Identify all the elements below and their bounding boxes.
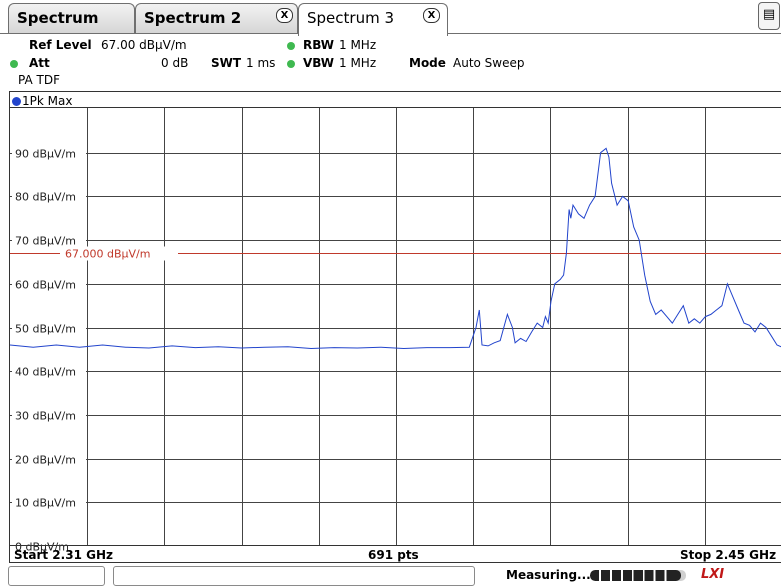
ref-level-label: Ref Level bbox=[29, 38, 92, 52]
rbw-label: RBW bbox=[303, 38, 334, 52]
trace-1-line bbox=[10, 147, 781, 350]
display-config-icon[interactable]: ▤ bbox=[758, 2, 780, 30]
stop-frequency: Stop 2.45 GHz bbox=[680, 548, 777, 562]
att-value: 0 dB bbox=[161, 56, 189, 70]
swt-label: SWT bbox=[211, 56, 242, 70]
tick-label-bg bbox=[12, 232, 86, 248]
y-tick-label: 0 dBµV/m bbox=[15, 541, 69, 554]
mode-label: Mode bbox=[409, 56, 446, 70]
tab-label: Spectrum bbox=[17, 9, 99, 27]
status-bar: Measuring... LXI bbox=[0, 565, 781, 587]
tick-label-bg bbox=[12, 363, 86, 379]
tick-label-bg bbox=[12, 145, 86, 161]
transducer-label: PA TDF bbox=[18, 73, 60, 87]
tick-label-bg bbox=[12, 407, 86, 423]
y-tick-label: 90 dBµV/m bbox=[15, 148, 76, 161]
status-field-message bbox=[113, 566, 475, 586]
sweep-progress-bar bbox=[590, 570, 686, 581]
ref-level-value: 67.00 dBµV/m bbox=[101, 38, 187, 52]
y-tick-label: 30 dBµV/m bbox=[15, 410, 76, 423]
tab-label: Spectrum 2 bbox=[144, 9, 242, 27]
y-tick-label: 20 dBµV/m bbox=[15, 454, 76, 467]
vbw-label: VBW bbox=[303, 56, 335, 70]
reference-line-label: 67.000 dBµV/m bbox=[65, 248, 150, 261]
tick-label-bg bbox=[12, 538, 86, 554]
tick-label-bg bbox=[12, 276, 86, 292]
measuring-status: Measuring... bbox=[506, 568, 591, 582]
trace-name: 1Pk Max bbox=[22, 94, 73, 108]
rbw-status-dot bbox=[287, 42, 295, 50]
att-status-dot bbox=[10, 60, 18, 68]
y-tick-label: 70 dBµV/m bbox=[15, 235, 76, 248]
reference-label-bg bbox=[60, 246, 178, 261]
spectrum-diagram[interactable]: 1Pk Max 90 dBµV/m 80 dBµV/m 70 dBµV/m 60 dB… bbox=[9, 91, 781, 563]
swt-value: 1 ms bbox=[246, 56, 276, 70]
tab-bar: Spectrum Spectrum 2 X Spectrum 3 X ▤ bbox=[0, 0, 781, 36]
close-icon[interactable]: X bbox=[276, 8, 293, 23]
rbw-value: 1 MHz bbox=[339, 38, 377, 52]
lxi-icon: LXI bbox=[701, 567, 725, 582]
mode-value: Auto Sweep bbox=[453, 56, 525, 70]
sweep-points: 691 pts bbox=[368, 548, 419, 562]
close-icon[interactable]: X bbox=[423, 8, 440, 23]
y-tick-label: 50 dBµV/m bbox=[15, 323, 76, 336]
trace-color-icon bbox=[12, 97, 21, 106]
tick-label-bg bbox=[12, 451, 86, 467]
y-tick-label: 80 dBµV/m bbox=[15, 191, 76, 204]
tab-spectrum[interactable]: Spectrum bbox=[8, 3, 135, 33]
trace-label: 1Pk Max bbox=[12, 94, 72, 108]
vbw-value: 1 MHz bbox=[339, 56, 377, 70]
start-frequency: Start 2.31 GHz bbox=[14, 548, 113, 562]
status-field-left bbox=[8, 566, 105, 586]
tick-label-bg bbox=[12, 188, 86, 204]
measurement-settings: Ref Level 67.00 dBµV/m RBW 1 MHz Att 0 d… bbox=[0, 36, 781, 92]
tab-spectrum-2[interactable]: Spectrum 2 X bbox=[135, 3, 298, 33]
tick-label-bg bbox=[12, 494, 86, 510]
spectrum-plot[interactable]: 90 dBµV/m 80 dBµV/m 70 dBµV/m 60 dBµV/m 50 d… bbox=[10, 92, 781, 564]
att-label: Att bbox=[29, 56, 50, 70]
vbw-status-dot bbox=[287, 60, 295, 68]
y-tick-label: 40 dBµV/m bbox=[15, 366, 76, 379]
y-tick-label: 60 dBµV/m bbox=[15, 279, 76, 292]
tab-label: Spectrum 3 bbox=[307, 9, 394, 27]
y-tick-label: 10 dBµV/m bbox=[15, 497, 76, 510]
tick-label-bg bbox=[12, 320, 86, 336]
footer-separator bbox=[10, 545, 781, 546]
trace-separator bbox=[10, 107, 781, 108]
tab-spectrum-3[interactable]: Spectrum 3 X bbox=[298, 3, 448, 36]
